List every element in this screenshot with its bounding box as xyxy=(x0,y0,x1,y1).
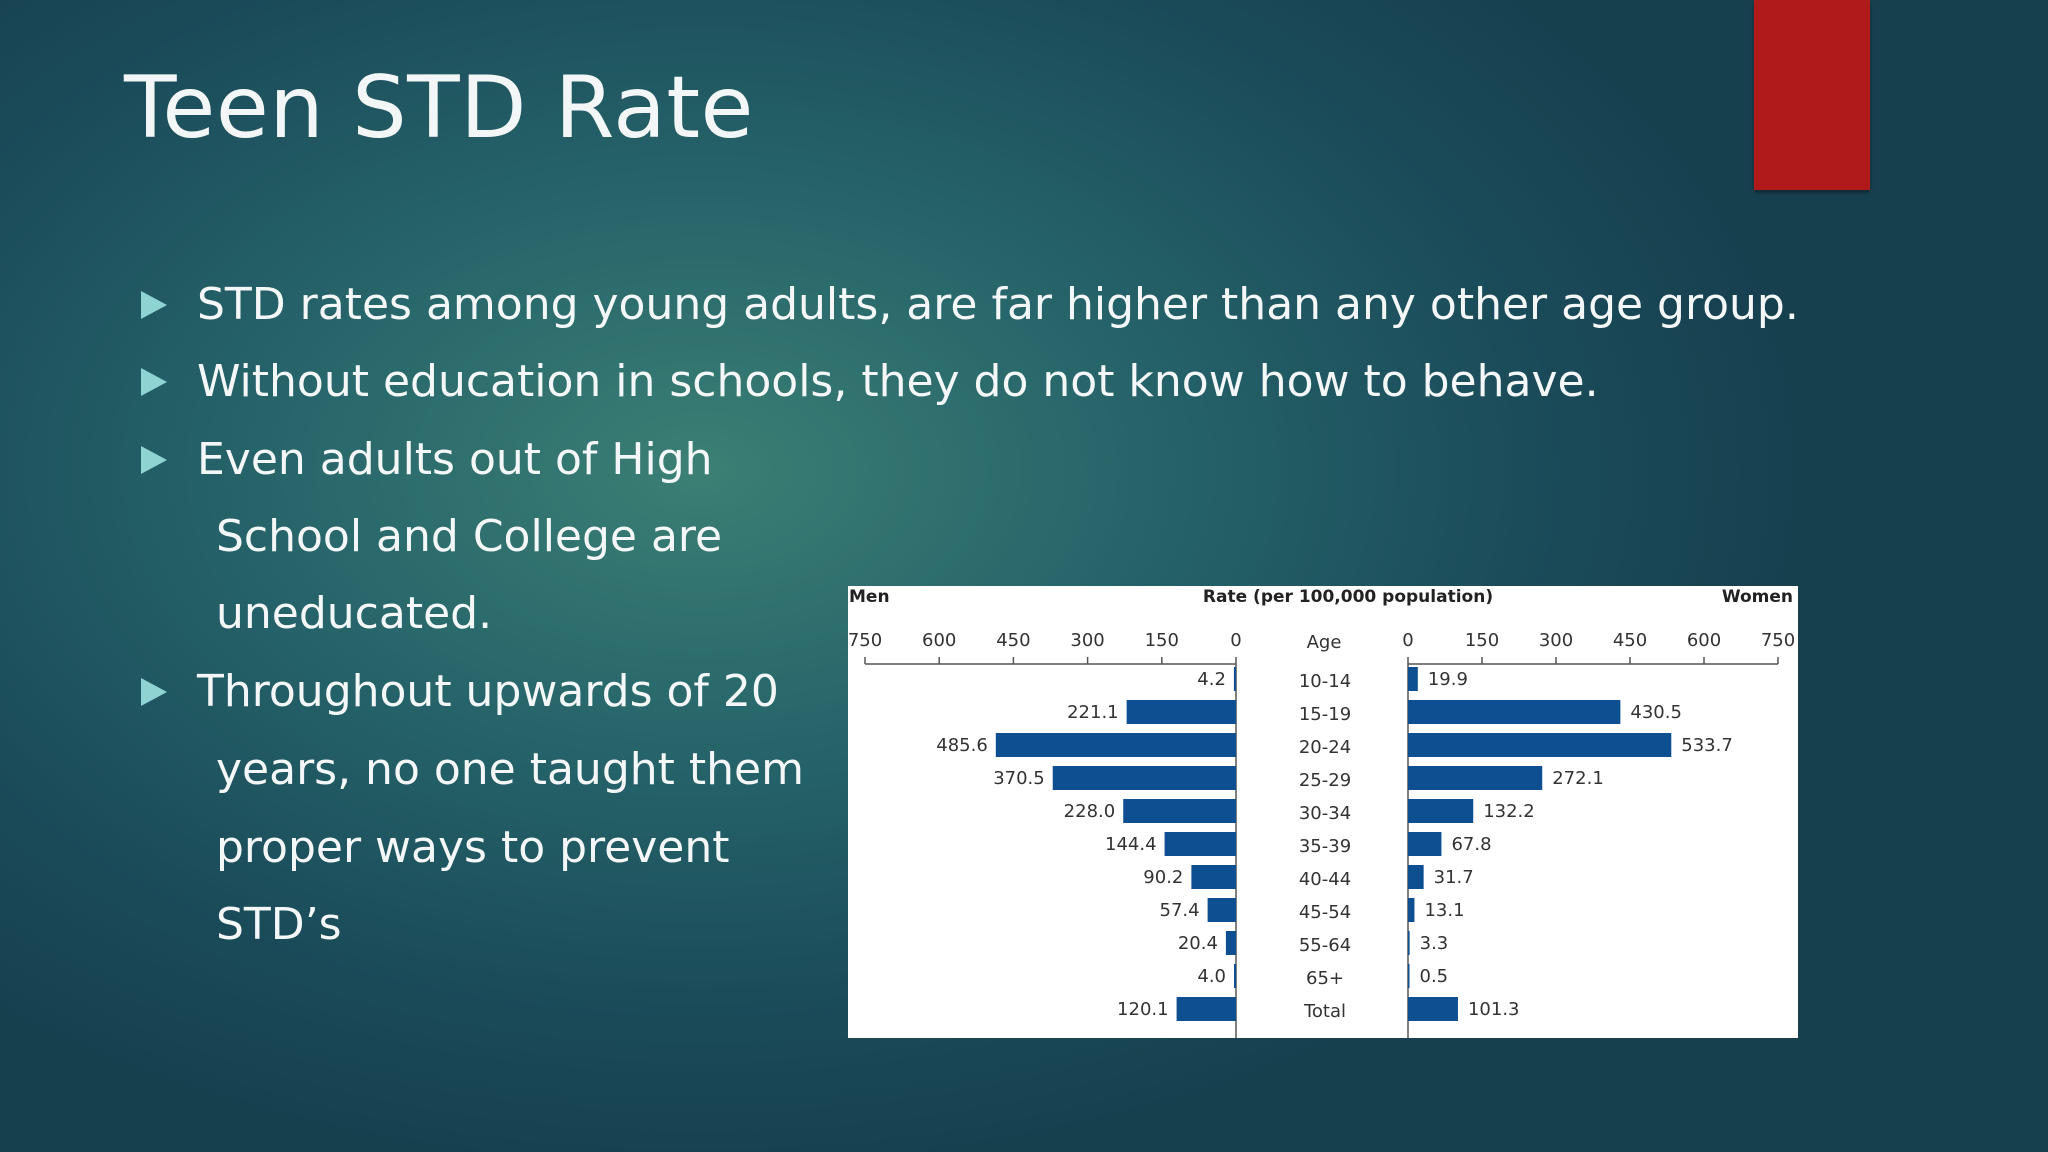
women-value-label: 19.9 xyxy=(1428,669,1468,690)
men-value-label: 370.5 xyxy=(993,768,1045,789)
men-bar xyxy=(1126,700,1236,724)
bullet-3-text: Even adults out of High xyxy=(197,434,713,485)
men-bar xyxy=(1164,832,1236,856)
women-value-label: 67.8 xyxy=(1451,834,1491,855)
men-tick-label: 600 xyxy=(922,630,956,651)
women-value-label: 3.3 xyxy=(1420,933,1449,954)
men-tick-label: 0 xyxy=(1230,630,1241,651)
men-bar xyxy=(1123,799,1236,823)
age-category-label: 10-14 xyxy=(1299,671,1351,692)
men-value-label: 228.0 xyxy=(1064,801,1116,822)
bullet-4-line-4: STD’s xyxy=(216,899,342,950)
age-category-label: 30-34 xyxy=(1299,803,1351,824)
men-value-label: 144.4 xyxy=(1105,834,1157,855)
bullet-3: Even adults out of High xyxy=(141,434,713,485)
men-value-label: 485.6 xyxy=(936,735,988,756)
women-bar xyxy=(1408,898,1415,922)
bullet-4-text: Throughout upwards of 20 xyxy=(197,666,779,717)
bullet-4-line-2: years, no one taught them xyxy=(216,744,804,795)
chart-title: Rate (per 100,000 population) xyxy=(1203,587,1493,607)
men-bar xyxy=(995,733,1236,757)
women-bar xyxy=(1408,700,1621,724)
age-category-label: 15-19 xyxy=(1299,704,1351,725)
bullet-1-text: STD rates among young adults, are far hi… xyxy=(197,279,1799,330)
men-bar xyxy=(1234,964,1236,988)
women-value-label: 13.1 xyxy=(1424,900,1464,921)
men-bar xyxy=(1225,931,1236,955)
accent-bar xyxy=(1754,0,1870,190)
bullet-3-line-3: uneducated. xyxy=(216,588,493,639)
women-tick-label: 150 xyxy=(1465,630,1499,651)
women-tick-label: 450 xyxy=(1613,630,1647,651)
women-bar xyxy=(1408,964,1410,988)
women-value-label: 430.5 xyxy=(1630,702,1682,723)
women-bar xyxy=(1408,997,1458,1021)
age-category-label: 20-24 xyxy=(1299,737,1351,758)
age-category-label: 25-29 xyxy=(1299,770,1351,791)
bullet-arrow-icon xyxy=(141,290,167,319)
men-value-label: 90.2 xyxy=(1143,867,1183,888)
women-value-label: 272.1 xyxy=(1552,768,1604,789)
men-bar xyxy=(1052,766,1236,790)
men-value-label: 4.0 xyxy=(1197,966,1226,987)
age-axis-label: Age xyxy=(1307,632,1342,653)
women-bar xyxy=(1408,832,1442,856)
bullet-3-line-2: School and College are xyxy=(216,511,723,562)
men-tick-label: 300 xyxy=(1070,630,1104,651)
women-bar xyxy=(1408,931,1410,955)
women-tick-label: 600 xyxy=(1687,630,1721,651)
bullet-4: Throughout upwards of 20 xyxy=(141,666,779,717)
bullet-1: STD rates among young adults, are far hi… xyxy=(141,279,1799,330)
age-category-label: 55-64 xyxy=(1299,935,1351,956)
women-bar xyxy=(1408,766,1543,790)
men-value-label: 120.1 xyxy=(1117,999,1169,1020)
women-value-label: 533.7 xyxy=(1681,735,1733,756)
men-tick-label: 750 xyxy=(848,630,882,651)
women-bar xyxy=(1408,733,1672,757)
women-bar xyxy=(1408,799,1474,823)
men-bar xyxy=(1233,667,1236,691)
men-bar xyxy=(1191,865,1236,889)
bullet-4-line-3: proper ways to prevent xyxy=(216,822,730,873)
slide-title: Teen STD Rate xyxy=(124,58,754,158)
age-category-label: 65+ xyxy=(1306,968,1344,989)
women-value-label: 132.2 xyxy=(1483,801,1535,822)
bullet-arrow-icon xyxy=(141,367,167,396)
age-category-label: 40-44 xyxy=(1299,869,1351,890)
men-tick-label: 150 xyxy=(1145,630,1179,651)
men-tick-label: 450 xyxy=(996,630,1030,651)
men-value-label: 221.1 xyxy=(1067,702,1119,723)
women-bar xyxy=(1408,865,1424,889)
women-bar xyxy=(1408,667,1418,691)
age-category-label: Total xyxy=(1303,1001,1346,1022)
chart-svg: Men Rate (per 100,000 population) Women Age… xyxy=(848,587,1795,1038)
men-value-label: 20.4 xyxy=(1178,933,1218,954)
men-value-label: 57.4 xyxy=(1160,900,1200,921)
women-value-label: 0.5 xyxy=(1420,966,1449,987)
men-bar xyxy=(1176,997,1236,1021)
age-category-label: 45-54 xyxy=(1299,902,1351,923)
age-category-label: 35-39 xyxy=(1299,836,1351,857)
women-value-label: 31.7 xyxy=(1434,867,1474,888)
std-rate-chart: Men Rate (per 100,000 population) Women Age… xyxy=(848,586,1798,1038)
bullet-2-text: Without education in schools, they do no… xyxy=(197,356,1599,407)
men-label: Men xyxy=(849,587,890,607)
women-value-label: 101.3 xyxy=(1468,999,1520,1020)
men-value-label: 4.2 xyxy=(1197,669,1226,690)
bullet-arrow-icon xyxy=(141,445,167,474)
women-tick-label: 0 xyxy=(1402,630,1413,651)
bullet-2: Without education in schools, they do no… xyxy=(141,356,1599,407)
men-bar xyxy=(1207,898,1236,922)
women-label: Women xyxy=(1722,587,1793,607)
women-tick-label: 300 xyxy=(1539,630,1573,651)
bullet-arrow-icon xyxy=(141,677,167,706)
women-tick-label: 750 xyxy=(1761,630,1795,651)
